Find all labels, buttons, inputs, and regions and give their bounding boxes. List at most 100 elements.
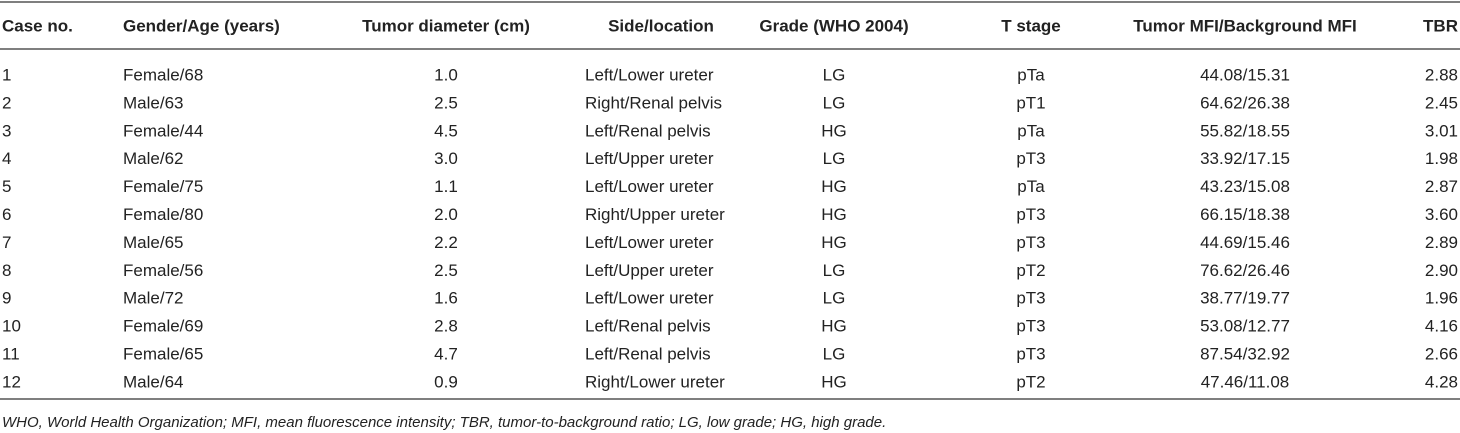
table-cell: 4.28 — [1425, 372, 1458, 391]
column-header: Case no. — [2, 16, 73, 35]
table-cell: 2.45 — [1425, 93, 1458, 112]
table-cell: pT2 — [1016, 261, 1045, 280]
table-cell: 10 — [2, 317, 21, 336]
table-cell: 6 — [2, 205, 11, 224]
table-cell: pT3 — [1016, 317, 1045, 336]
table-cell: 2.87 — [1425, 177, 1458, 196]
table-cell: 2.66 — [1425, 344, 1458, 363]
table-cell: 2.8 — [434, 317, 458, 336]
table-cell: 1.1 — [434, 177, 458, 196]
table-cell: Female/56 — [123, 261, 203, 280]
table-cell: pT3 — [1016, 149, 1045, 168]
footnote: WHO, World Health Organization; MFI, mea… — [2, 414, 886, 431]
table-cell: 12 — [2, 372, 21, 391]
table-cell: Female/80 — [123, 205, 203, 224]
table-cell: 43.23/15.08 — [1200, 177, 1290, 196]
table-cell: Right/Renal pelvis — [585, 93, 722, 112]
table-cell: 2.5 — [434, 93, 458, 112]
table-cell: 44.69/15.46 — [1200, 233, 1290, 252]
table-cell: 2 — [2, 93, 11, 112]
column-header: Tumor diameter (cm) — [362, 16, 530, 35]
table-cell: 64.62/26.38 — [1200, 93, 1290, 112]
table-cell: 76.62/26.46 — [1200, 261, 1290, 280]
table-cell: 1.0 — [434, 65, 458, 84]
table-cell: 2.89 — [1425, 233, 1458, 252]
table-cell: 4 — [2, 149, 11, 168]
table-cell: Female/75 — [123, 177, 203, 196]
table-cell: Left/Upper ureter — [585, 261, 714, 280]
table-cell: Male/65 — [123, 233, 183, 252]
table-cell: 11 — [2, 344, 20, 363]
table-cell: 4.16 — [1425, 317, 1458, 336]
table-cell: Male/62 — [123, 149, 183, 168]
table-cell: Female/68 — [123, 65, 203, 84]
column-header: Grade (WHO 2004) — [759, 16, 908, 35]
table-cell: 9 — [2, 289, 11, 308]
table-cell: HG — [821, 233, 847, 252]
table-cell: LG — [823, 93, 846, 112]
table-cell: HG — [821, 205, 847, 224]
table-cell: Left/Lower ureter — [585, 233, 714, 252]
table-cell: Female/65 — [123, 344, 203, 363]
table-cell: 1.6 — [434, 289, 458, 308]
table-cell: 0.9 — [434, 372, 458, 391]
table-cell: pT3 — [1016, 233, 1045, 252]
table-cell: Female/69 — [123, 317, 203, 336]
table-cell: 1 — [2, 65, 11, 84]
table-cell: 55.82/18.55 — [1200, 121, 1290, 140]
table-cell: 2.2 — [434, 233, 458, 252]
table-cell: 33.92/17.15 — [1200, 149, 1290, 168]
table-cell: LG — [823, 149, 846, 168]
column-header: Gender/Age (years) — [123, 16, 280, 35]
table-cell: Left/Lower ureter — [585, 289, 714, 308]
column-header: T stage — [1001, 16, 1061, 35]
table-cell: 4.7 — [434, 344, 458, 363]
table-cell: 53.08/12.77 — [1200, 317, 1290, 336]
table-cell: Right/Lower ureter — [585, 372, 725, 391]
table-cell: 1.96 — [1425, 289, 1458, 308]
table-cell: 38.77/19.77 — [1200, 289, 1290, 308]
table-cell: 2.90 — [1425, 261, 1458, 280]
column-header: TBR — [1423, 16, 1458, 35]
table-cell: 1.98 — [1425, 149, 1458, 168]
table-cell: Right/Upper ureter — [585, 205, 725, 224]
table-cell: LG — [823, 289, 846, 308]
table-cell: pT3 — [1016, 289, 1045, 308]
table-cell: pT2 — [1016, 372, 1045, 391]
table-cell: Male/63 — [123, 93, 183, 112]
table-cell: 7 — [2, 233, 11, 252]
table-cell: pT3 — [1016, 205, 1045, 224]
table-cell: 47.46/11.08 — [1201, 372, 1290, 391]
table-cell: 5 — [2, 177, 11, 196]
table-cell: 44.08/15.31 — [1200, 65, 1290, 84]
table-cell: Left/Renal pelvis — [585, 344, 711, 363]
table-cell: Left/Renal pelvis — [585, 121, 711, 140]
table-cell: 8 — [2, 261, 11, 280]
table-cell: 66.15/18.38 — [1200, 205, 1290, 224]
table-cell: 2.5 — [434, 261, 458, 280]
table-cell: pT3 — [1016, 344, 1045, 363]
table-cell: pTa — [1017, 121, 1045, 140]
table-cell: Male/64 — [123, 372, 183, 391]
table-cell: 4.5 — [434, 121, 458, 140]
table-cell: pT1 — [1016, 93, 1045, 112]
table-cell: Left/Upper ureter — [585, 149, 714, 168]
table-cell: 3 — [2, 121, 11, 140]
table-cell: 3.60 — [1425, 205, 1458, 224]
table-cell: HG — [821, 317, 847, 336]
table-cell: pTa — [1017, 177, 1045, 196]
table-cell: pTa — [1017, 65, 1045, 84]
table-cell: HG — [821, 177, 847, 196]
table-cell: 3.01 — [1425, 121, 1458, 140]
table-cell: 2.88 — [1425, 65, 1458, 84]
column-header: Tumor MFI/Background MFI — [1133, 16, 1357, 35]
table-cell: Left/Lower ureter — [585, 65, 714, 84]
table-cell: LG — [823, 344, 846, 363]
table-cell: Female/44 — [123, 121, 203, 140]
table-cell: HG — [821, 372, 847, 391]
column-header: Side/location — [608, 16, 714, 35]
table-cell: LG — [823, 261, 846, 280]
table-cell: 2.0 — [434, 205, 458, 224]
table-cell: Left/Lower ureter — [585, 177, 714, 196]
